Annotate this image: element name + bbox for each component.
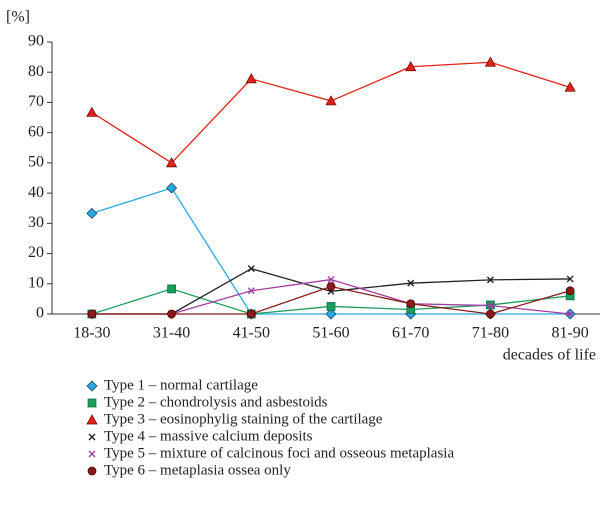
y-tick-label: 80 bbox=[28, 63, 44, 80]
data-point bbox=[166, 182, 178, 194]
x-tick-label: 51-60 bbox=[312, 325, 349, 342]
data-point bbox=[325, 95, 337, 106]
y-tick-label: 60 bbox=[28, 123, 44, 140]
series-line bbox=[91, 61, 571, 164]
legend-marker bbox=[86, 414, 98, 425]
x-tick-label: 31-40 bbox=[153, 325, 190, 342]
data-point bbox=[564, 81, 576, 92]
data-point bbox=[484, 56, 497, 67]
data-point bbox=[86, 106, 98, 117]
legend-label: Type 1 – normal cartilage bbox=[104, 377, 258, 393]
y-tick-label: 40 bbox=[28, 184, 44, 201]
data-point bbox=[325, 308, 337, 320]
x-tick-label: 18-30 bbox=[73, 325, 110, 342]
legend-label: Type 3 – eosinophylig staining of the ca… bbox=[104, 411, 383, 427]
data-point bbox=[486, 302, 494, 310]
x-axis-label: decades of life bbox=[503, 347, 596, 364]
data-point bbox=[566, 310, 574, 318]
y-tick-label: 30 bbox=[28, 214, 44, 231]
y-tick-label: 20 bbox=[28, 244, 44, 261]
data-point bbox=[167, 309, 176, 319]
legend-label: Type 4 – massive calcium deposits bbox=[104, 428, 313, 444]
data-point bbox=[326, 282, 336, 291]
legend-marker bbox=[87, 466, 97, 476]
data-point bbox=[167, 284, 176, 294]
data-point bbox=[165, 157, 178, 168]
y-tick-label: 70 bbox=[28, 93, 44, 110]
data-point bbox=[87, 309, 97, 319]
data-point bbox=[327, 276, 335, 284]
data-point bbox=[247, 287, 255, 295]
y-tick-label: 90 bbox=[28, 33, 44, 50]
data-point bbox=[245, 73, 257, 84]
data-point bbox=[326, 302, 336, 311]
data-point bbox=[405, 61, 417, 72]
y-tick-label: 50 bbox=[28, 154, 44, 171]
data-point bbox=[247, 265, 255, 273]
legend-marker bbox=[86, 380, 98, 392]
data-point bbox=[565, 286, 575, 296]
x-tick-label: 41-50 bbox=[233, 325, 270, 342]
data-point bbox=[86, 207, 98, 219]
data-point bbox=[566, 275, 574, 283]
legend-label: Type 5 – mixture of calcinous foci and o… bbox=[104, 445, 454, 461]
y-tick-label: 0 bbox=[36, 305, 44, 322]
x-tick-label: 71-80 bbox=[472, 325, 509, 342]
data-point bbox=[486, 309, 495, 319]
series-line bbox=[91, 187, 571, 315]
x-tick-label: 81-90 bbox=[551, 325, 588, 342]
data-point bbox=[407, 279, 415, 287]
legend-marker bbox=[88, 450, 96, 458]
data-point bbox=[406, 299, 416, 309]
y-tick-label: 10 bbox=[28, 274, 44, 291]
legend-label: Type 6 – metaplasia ossea only bbox=[104, 462, 291, 478]
y-axis-label: [%] bbox=[6, 9, 30, 26]
legend-label: Type 2 – chondrolysis and asbestoids bbox=[104, 394, 328, 410]
data-point bbox=[246, 309, 256, 319]
x-tick-label: 61-70 bbox=[392, 325, 429, 342]
legend-marker bbox=[88, 433, 96, 441]
data-point bbox=[486, 276, 494, 284]
legend-marker bbox=[87, 398, 97, 408]
